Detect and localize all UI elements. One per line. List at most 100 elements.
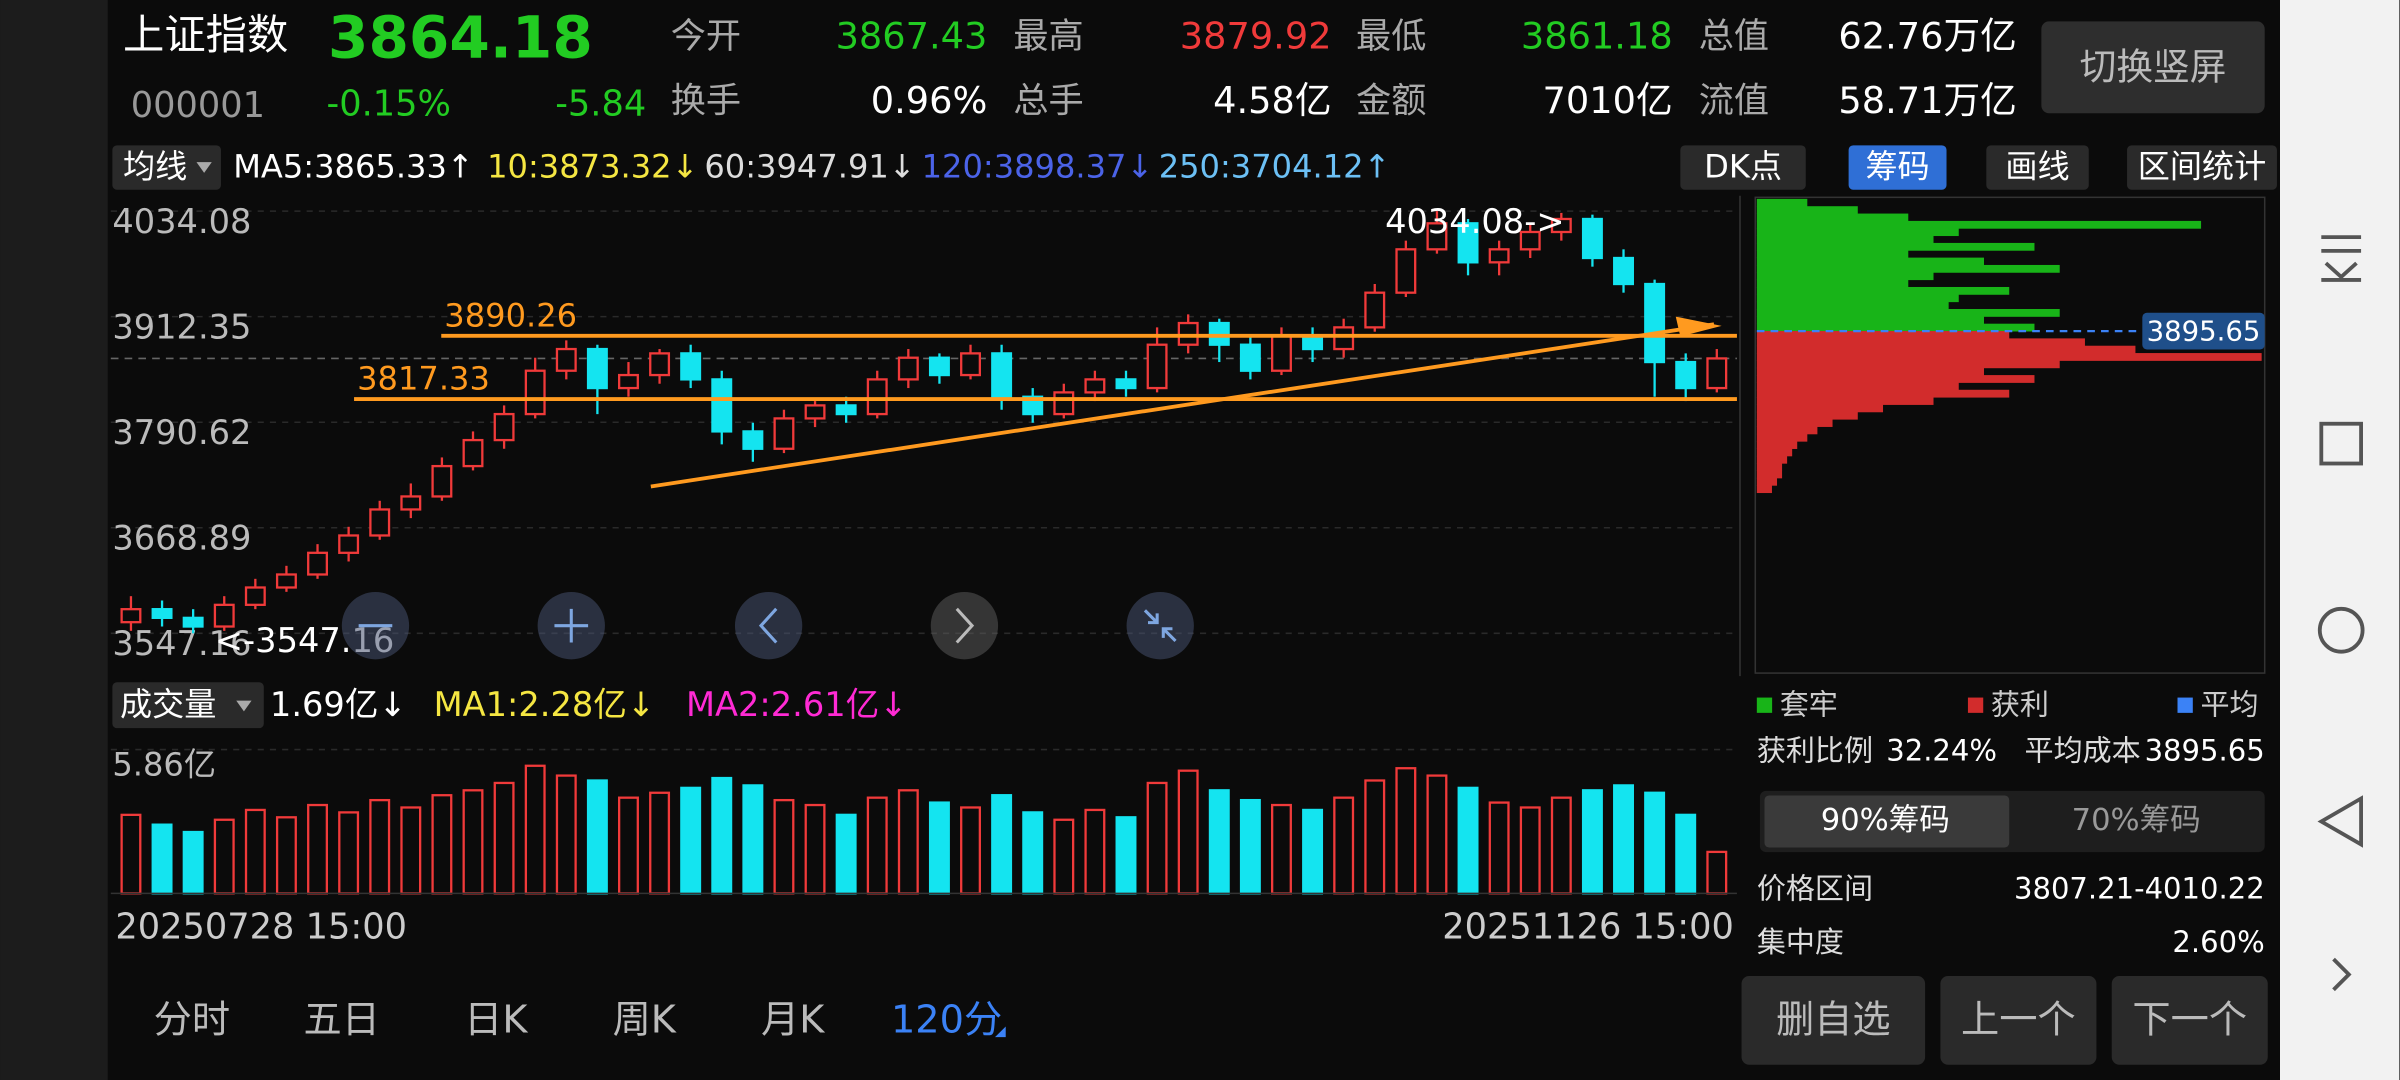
volume-bar — [369, 798, 391, 895]
nav-recent[interactable] — [2319, 421, 2363, 466]
volume-bar — [586, 779, 608, 895]
chip-row — [1756, 367, 1984, 376]
volume-bar — [866, 796, 888, 895]
nav-home[interactable] — [2317, 606, 2365, 654]
nav-expand[interactable] — [2332, 957, 2352, 992]
chip-row — [1756, 426, 1818, 435]
nav-bar — [2280, 0, 2400, 1080]
volume-bar — [462, 789, 484, 895]
volume-bar — [555, 774, 577, 895]
action-button[interactable] — [2111, 975, 2268, 1065]
chip-row — [1756, 338, 2085, 347]
chip-row — [1756, 309, 2060, 317]
ctrl-right-icon — [955, 607, 975, 644]
volume-bar — [1084, 808, 1106, 895]
rotate-button[interactable] — [2041, 21, 2265, 114]
profit-value: 32.24% — [1886, 734, 1997, 768]
period-tab[interactable]: 120分 — [891, 998, 1002, 1042]
stat-label: 流值 — [1699, 80, 1769, 121]
chip-row — [1756, 382, 1959, 391]
chip-row — [1756, 272, 1934, 281]
level-label: 3817.33 — [357, 360, 490, 398]
action-button[interactable] — [1741, 975, 1926, 1065]
volume-bar — [151, 823, 173, 895]
volume-bar — [649, 791, 671, 895]
legend-swatch — [1756, 697, 1773, 713]
chip-row — [1756, 411, 1858, 420]
stat-value: 7010亿 — [1543, 79, 1673, 122]
period-tab[interactable]: 日K — [464, 998, 528, 1042]
candle-body — [804, 404, 826, 420]
nav-menu[interactable] — [2321, 235, 2362, 282]
candle-body — [1302, 334, 1324, 351]
volume-bar — [1239, 798, 1261, 895]
candle-body — [120, 608, 142, 624]
candle-body — [275, 573, 297, 589]
candle-body — [338, 534, 360, 554]
y-tick-label: 3668.89 — [112, 519, 251, 558]
period-tab[interactable]: 周K — [613, 998, 677, 1042]
chip-row — [1756, 360, 2060, 369]
tool-label: 筹码 — [1865, 147, 1929, 185]
ma-items: MA5:3865.33↑ 10:3873.32↓ 60:3947.91↓ 120:38… — [233, 147, 1390, 185]
chip-row — [1756, 345, 2136, 354]
tools: DK点 筹码 画线 区间统计 — [1680, 145, 2277, 190]
candle-body — [1395, 248, 1417, 294]
chip-row — [1756, 198, 1808, 207]
stat-label: 最高 — [1013, 16, 1083, 57]
range-label: 价格区间 — [1757, 871, 1873, 905]
stat-label: 换手 — [671, 80, 741, 121]
period-tab[interactable]: 五日 — [304, 998, 380, 1042]
ctrl-left[interactable] — [734, 592, 803, 660]
chip-row — [1756, 441, 1798, 449]
volume-bar — [338, 811, 360, 895]
tool-button[interactable] — [1680, 145, 1806, 190]
candle-body — [493, 412, 515, 442]
period-tab[interactable]: 月K — [761, 998, 825, 1042]
volume-bar — [742, 784, 764, 895]
period-tab[interactable]: 分时 — [154, 998, 230, 1042]
candle-body — [1022, 395, 1044, 416]
candle-body — [462, 438, 484, 468]
candle-body — [524, 369, 546, 416]
chip-row — [1756, 242, 2035, 251]
candle-body — [680, 352, 702, 381]
legend-label: 获利 — [1991, 688, 2049, 722]
tool-button[interactable] — [1848, 145, 1947, 190]
candle-body — [1706, 357, 1728, 390]
avg-label: 平均成本 — [2025, 734, 2141, 768]
ctrl-plus-icon — [554, 608, 589, 643]
chip-info: 获利比例 32.24% 平均成本 3895.65 90%筹码 70%筹码 价格区… — [1757, 734, 2265, 959]
index-name: 上证指数 — [123, 11, 288, 59]
chip-tab-active[interactable] — [1764, 795, 2010, 848]
ctrl-right[interactable] — [930, 592, 999, 660]
volume-items: 1.69亿↓ MA1:2.28亿↓ MA2:2.61亿↓ — [270, 685, 908, 724]
volume-bar — [680, 786, 702, 895]
volume-bar — [431, 794, 453, 895]
volume-bar — [524, 764, 546, 895]
conc-value: 2.60% — [2172, 925, 2264, 959]
chip-row — [1756, 455, 1788, 464]
action-button[interactable] — [1940, 975, 2097, 1065]
stat-value: 62.76万亿 — [1838, 15, 2016, 58]
chip-tab[interactable]: 70%筹码 — [2072, 803, 2201, 838]
ma-item: 10:3873.32↓ — [487, 147, 698, 185]
tool-label: 区间统计 — [2138, 147, 2266, 185]
nav-back[interactable] — [2317, 795, 2363, 848]
volume-bar — [1364, 779, 1386, 895]
chip-row — [1756, 316, 1984, 325]
ma-toggle[interactable] — [112, 145, 221, 190]
chip-row — [1756, 448, 1793, 457]
volume-toggle[interactable] — [112, 682, 264, 729]
stat-value: 58.71万亿 — [1838, 79, 2016, 122]
tool-button[interactable] — [2127, 145, 2277, 190]
chip-row — [1756, 463, 1783, 472]
tool-button[interactable] — [1986, 145, 2089, 190]
volume-tick-label: 5.86亿 — [112, 745, 216, 783]
ctrl-shrink[interactable] — [1126, 592, 1194, 660]
legend-swatch — [1967, 697, 1984, 713]
candle-body — [182, 616, 204, 628]
chip-frame — [1754, 196, 2266, 674]
